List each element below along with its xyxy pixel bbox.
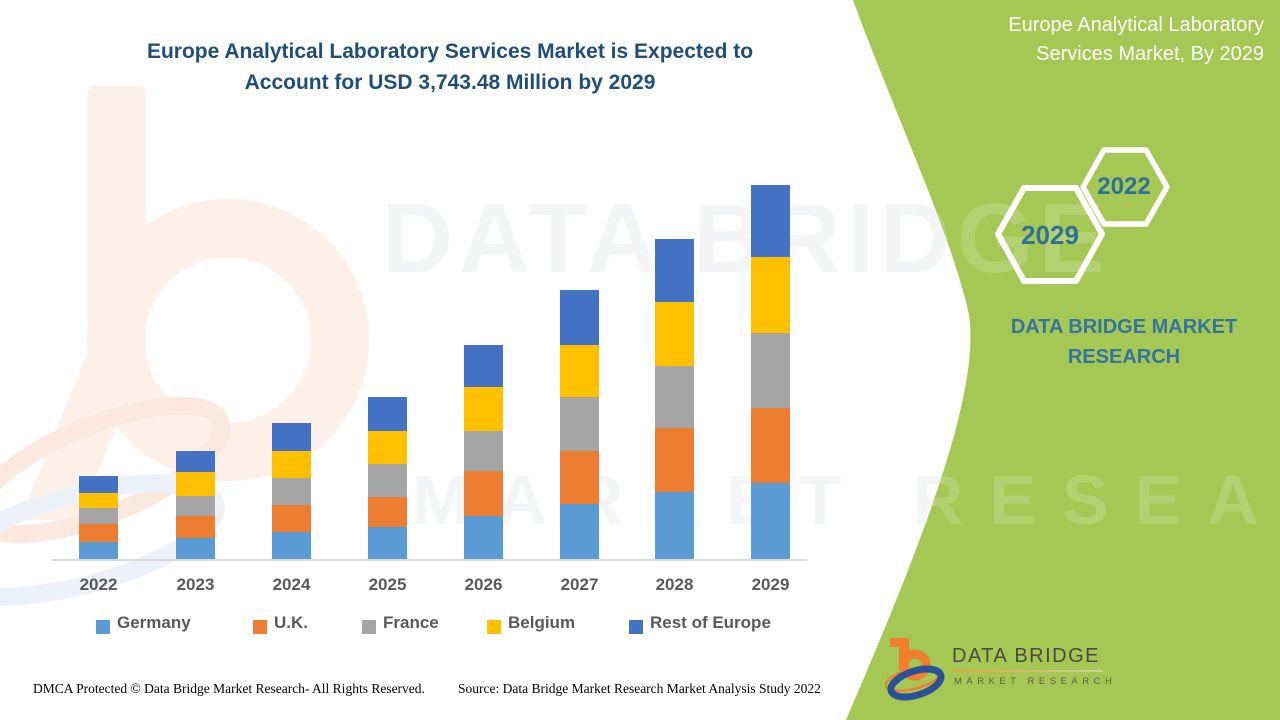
footer-source-text: Source: Data Bridge Market Research Mark… <box>458 681 821 696</box>
brand-caption: DATA BRIDGE MARKET RESEARCH <box>985 312 1263 372</box>
side-panel-title-line1: Europe Analytical Laboratory <box>1008 14 1264 36</box>
bar-segment-2022-germany <box>79 542 118 559</box>
brand-caption-line2: RESEARCH <box>1067 346 1181 368</box>
bar-segment-2026-france <box>464 431 503 471</box>
bar-segment-2024-france <box>272 478 311 505</box>
x-axis-label-2023: 2023 <box>176 575 215 594</box>
bar-segment-2024-rest-of-europe <box>272 423 311 451</box>
bar-segment-2023-france <box>176 496 215 516</box>
bar-segment-2028-rest-of-europe <box>655 239 694 302</box>
bar-segment-2023-belgium <box>176 472 215 496</box>
x-axis-label-2028: 2028 <box>655 575 694 594</box>
legend-swatch-germany <box>96 620 110 634</box>
bar-segment-2025-u-k- <box>368 497 407 527</box>
bar-segment-2028-germany <box>655 492 694 559</box>
legend-label-rest-of-europe: Rest of Europe <box>650 613 771 632</box>
bar-segment-2027-belgium <box>560 345 599 397</box>
brand-caption-line1: DATA BRIDGE MARKET <box>1010 316 1238 338</box>
bar-segment-2026-belgium <box>464 387 503 431</box>
legend-swatch-france <box>362 620 376 634</box>
bar-segment-2028-u-k- <box>655 428 694 492</box>
chart-title-line1: Europe Analytical Laboratory Services Ma… <box>146 40 754 63</box>
data-bridge-logo-icon <box>885 638 945 701</box>
x-axis-label-2024: 2024 <box>272 575 311 594</box>
bar-segment-2027-rest-of-europe <box>560 290 599 345</box>
bar-segment-2022-belgium <box>79 493 118 508</box>
legend-label-france: France <box>383 613 439 632</box>
logo-divider-line <box>953 670 1103 672</box>
x-axis-label-2022: 2022 <box>79 575 118 594</box>
watermark-text-line1-green: DATA BRIDGE <box>382 183 1111 293</box>
bar-segment-2025-france <box>368 464 407 497</box>
bar-segment-2023-germany <box>176 538 215 559</box>
bar-segment-2028-belgium <box>655 302 694 366</box>
side-panel-title-line2: Services Market, By 2029 <box>1036 43 1264 65</box>
bar-segment-2029-germany <box>751 483 790 559</box>
hexagon-year-2022: 2022 <box>1097 173 1151 200</box>
bar-segment-2022-france <box>79 508 118 524</box>
watermark-text-line2-green: MARKET RESEARCH <box>412 461 1280 539</box>
bar-segment-2027-u-k- <box>560 451 599 504</box>
legend-label-germany: Germany <box>117 613 191 632</box>
bar-segment-2023-u-k- <box>176 516 215 538</box>
side-panel-title: Europe Analytical Laboratory Services Ma… <box>934 11 1264 69</box>
x-axis-line <box>52 559 807 561</box>
footer-dmca-text: DMCA Protected © Data Bridge Market Rese… <box>33 681 425 696</box>
x-axis-label-2025: 2025 <box>368 575 407 594</box>
bar-segment-2029-rest-of-europe <box>751 184 790 257</box>
logo-sub-text: MARKET RESEARCH <box>954 676 1117 687</box>
legend-swatch-rest-of-europe <box>629 620 643 634</box>
bar-segment-2022-rest-of-europe <box>79 476 118 493</box>
legend-swatch-u-k- <box>253 620 267 634</box>
x-axis-label-2029: 2029 <box>751 575 790 594</box>
bar-segment-2025-germany <box>368 527 407 559</box>
bar-segment-2023-rest-of-europe <box>176 451 215 472</box>
legend-label-u-k-: U.K. <box>274 613 308 632</box>
x-axis-label-2027: 2027 <box>560 575 599 594</box>
chart-title-line2: Account for USD 3,743.48 Million by 2029 <box>244 71 656 94</box>
bar-segment-2025-rest-of-europe <box>368 397 407 431</box>
bar-segment-2026-germany <box>464 516 503 559</box>
legend-swatch-belgium <box>487 620 501 634</box>
bar-segment-2026-rest-of-europe <box>464 345 503 387</box>
chart-title: Europe Analytical Laboratory Services Ma… <box>90 36 810 98</box>
year-hexagons <box>995 147 1170 284</box>
bar-segment-2025-belgium <box>368 431 407 464</box>
logo-name-text: DATA BRIDGE <box>952 645 1101 667</box>
bar-segment-2022-u-k- <box>79 524 118 542</box>
x-axis-label-2026: 2026 <box>464 575 503 594</box>
bar-segment-2029-france <box>751 333 790 408</box>
hexagon-year-2029: 2029 <box>1021 220 1079 250</box>
bar-segment-2027-germany <box>560 504 599 559</box>
bar-segment-2029-u-k- <box>751 408 790 483</box>
bar-segment-2024-u-k- <box>272 505 311 532</box>
bar-segment-2026-u-k- <box>464 471 503 516</box>
bar-segment-2027-france <box>560 397 599 451</box>
bar-segment-2028-france <box>655 366 694 428</box>
legend-label-belgium: Belgium <box>508 613 576 632</box>
bar-segment-2029-belgium <box>751 257 790 333</box>
bar-segment-2024-germany <box>272 532 311 559</box>
bar-segment-2024-belgium <box>272 451 311 478</box>
